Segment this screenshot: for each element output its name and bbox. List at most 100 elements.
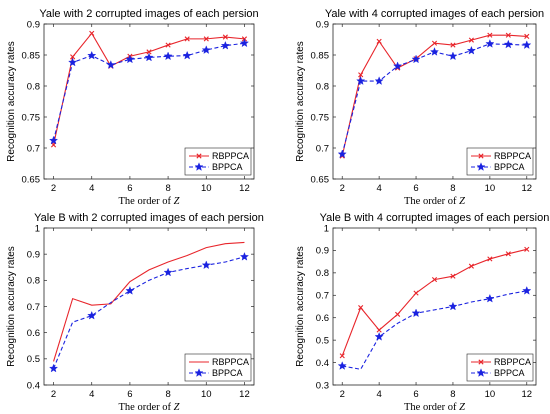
data-point [337,361,347,370]
data-point [524,246,530,252]
x-tick-label: 4 [89,389,94,400]
y-tick-label: 0.8 [27,81,40,92]
series-line [53,256,245,369]
x-tick-label: 8 [450,183,455,194]
subplot-4: Yale B with 4 corrupted images of each p… [295,212,549,413]
data-point [374,332,384,341]
y-tick-label: 0.6 [27,328,40,339]
series-bppca [337,39,532,159]
legend-label: RBPPCA [494,151,531,161]
data-point [220,40,230,50]
data-point [144,52,154,62]
legend-box [184,147,252,176]
y-tick-label: 0.5 [316,335,329,346]
data-point [358,72,364,78]
legend-marker [196,153,202,159]
data-point [87,50,97,60]
x-axis-label: The order of Z [119,196,180,207]
data-point [87,310,97,320]
chart-title: Yale B with 2 corrupted images of each p… [34,212,264,224]
data-point [163,51,173,61]
y-tick-label: 0.3 [316,380,329,391]
x-axis-label: The order of Z [404,196,465,207]
data-point [485,293,495,303]
series-line [53,241,245,362]
data-point [70,54,76,60]
data-point [337,149,347,159]
legend-label: RBPPCA [212,151,249,161]
series-rbppca [53,241,245,362]
data-point [429,47,440,56]
chart-title: Yale with 2 corrupted images of each per… [39,8,258,20]
data-point [468,37,474,43]
y-tick-label: 0.5 [27,354,40,365]
subplot-3: Yale B with 2 corrupted images of each p… [6,212,264,413]
data-point [431,276,438,283]
chart-title: Yale B with 4 corrupted images of each p… [320,212,550,224]
data-point [239,252,249,261]
x-tick-label: 4 [376,389,381,400]
data-point [503,39,513,49]
data-point [356,76,366,85]
series-bppca [337,286,532,370]
data-point [487,256,493,262]
x-tick-label: 12 [239,183,250,194]
x-tick-label: 12 [239,389,250,400]
x-tick-label: 2 [340,183,345,194]
legend-marker [478,359,484,365]
data-point [522,40,532,49]
legend-box [466,353,534,382]
data-point [413,290,419,296]
y-tick-label: 0.9 [316,19,329,30]
y-tick-label: 0.8 [316,268,329,279]
chart-title: Yale with 4 corrupted images of each per… [325,8,544,20]
x-tick-label: 10 [485,183,496,194]
x-tick-label: 4 [89,183,94,194]
legend-box [184,353,252,382]
x-tick-label: 12 [521,183,532,194]
legend-box [466,147,534,176]
data-point [182,50,192,60]
data-point [376,38,382,44]
x-tick-label: 6 [413,389,418,400]
data-point [374,76,384,85]
data-point [239,38,249,48]
data-point [165,42,171,48]
data-point [411,308,421,318]
y-tick-label: 0.75 [22,112,41,123]
data-point [146,49,152,55]
y-tick-label: 0.9 [316,246,329,257]
series-bppca [49,38,249,145]
x-tick-label: 6 [413,183,418,194]
legend-marker [194,368,204,377]
data-point [184,36,190,42]
data-point [487,32,493,38]
x-tick-label: 6 [127,389,132,400]
legend-label: BPPCA [494,162,525,172]
y-axis-label: Recognition accuracy rates [6,246,17,367]
x-axis-label: The order of Z [119,402,180,413]
data-point [376,327,382,333]
y-tick-label: 0.75 [311,112,330,123]
series-rbppca [339,32,530,159]
data-point [163,267,173,277]
y-tick-label: 0.7 [27,143,40,154]
data-point [89,30,95,36]
data-point [358,305,364,311]
y-tick-label: 0.85 [22,50,41,61]
subplot-2: Yale with 4 corrupted images of each per… [295,8,544,207]
x-axis-label: The order of Z [404,402,465,413]
legend-marker [476,162,486,171]
data-point [125,286,135,295]
legend-label: BPPCA [212,368,243,378]
x-tick-label: 2 [51,389,56,400]
data-point [466,45,476,55]
legend-marker [476,368,486,377]
y-tick-label: 0.65 [311,174,330,185]
series-bppca [49,252,249,373]
